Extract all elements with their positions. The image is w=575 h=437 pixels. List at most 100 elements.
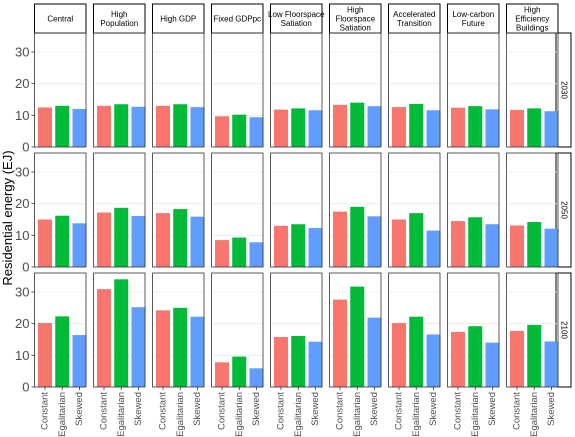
facet-row-strip-box <box>555 32 572 148</box>
x-tick-label: Skewed <box>74 392 85 426</box>
facet-row-strip-label: 2030 <box>559 81 568 99</box>
x-tick-label: Skewed <box>251 392 262 426</box>
facet-strip-box <box>388 3 441 34</box>
bar-skewed <box>72 223 87 267</box>
facet-strip-label: High GDP <box>160 15 196 24</box>
facet-strip-label: Transition <box>397 19 432 28</box>
panel-border <box>329 152 382 268</box>
bar-egalitarian <box>291 336 306 387</box>
bar-egalitarian <box>114 207 129 267</box>
y-tick-label: 20 <box>15 76 29 91</box>
panel-border <box>447 32 500 148</box>
bar-egalitarian <box>350 286 365 387</box>
panel-border <box>388 272 441 388</box>
panel-border <box>388 32 441 148</box>
bar-constant <box>451 221 465 267</box>
x-tick-label: Egalitarian <box>116 392 127 437</box>
facet-row-strip-box <box>555 272 572 388</box>
bar-constant <box>97 105 111 147</box>
bar-egalitarian <box>527 222 542 267</box>
bar-egalitarian <box>409 103 424 147</box>
facet-strip-box <box>506 3 559 34</box>
x-axis: Constant Egalitarian Skewed Constant Egalita… <box>40 387 557 437</box>
panel-border <box>447 152 500 268</box>
x-tick-label: Egalitarian <box>529 392 540 437</box>
x-tick-label: Constant <box>99 392 110 430</box>
bar-constant <box>392 107 406 147</box>
panel-border <box>270 272 323 388</box>
bar-constant <box>274 225 288 267</box>
panel-border <box>506 32 559 148</box>
bar-constant <box>38 219 52 267</box>
bar-skewed <box>544 228 559 267</box>
bar-egalitarian <box>291 224 306 267</box>
bar-egalitarian <box>350 206 365 267</box>
facet-row-strip-label: 2050 <box>559 201 568 219</box>
x-tick-label: Skewed <box>487 392 498 426</box>
bar-skewed <box>249 117 264 147</box>
panel-border <box>329 32 382 148</box>
facet-strip-label: High <box>524 6 540 15</box>
facet-strip-label: Central <box>47 15 73 24</box>
bar-egalitarian <box>173 209 188 267</box>
bar-skewed <box>426 110 441 147</box>
bar-skewed <box>308 341 323 387</box>
panel-border <box>93 272 146 388</box>
panel-border <box>93 152 146 268</box>
bar-egalitarian <box>468 326 483 387</box>
bar-skewed <box>131 307 146 387</box>
bar-constant <box>451 107 465 147</box>
facet-strip-box <box>34 3 87 34</box>
y-tick-label: 0 <box>22 380 29 395</box>
y-tick-label: 20 <box>15 196 29 211</box>
facet-strip-label: Floorspace <box>335 15 375 24</box>
bar-egalitarian <box>232 114 247 147</box>
bar-constant <box>510 225 524 267</box>
bar-egalitarian <box>350 102 365 147</box>
bar-skewed <box>485 224 500 267</box>
bar-egalitarian <box>114 279 129 387</box>
bar-constant <box>451 331 465 387</box>
facet-strip-label: Low Floorspace <box>268 10 325 19</box>
bar-skewed <box>131 216 146 267</box>
bar-egalitarian <box>55 316 70 387</box>
bar-skewed <box>249 368 264 387</box>
x-tick-label: Constant <box>512 392 523 430</box>
panel-border <box>506 152 559 268</box>
bar-constant <box>215 116 229 147</box>
x-tick-label: Skewed <box>192 392 203 426</box>
panel-border <box>506 272 559 388</box>
bar-skewed <box>544 341 559 387</box>
facet-strip-label: High <box>347 6 363 15</box>
facet-panels <box>34 32 559 388</box>
bar-skewed <box>485 109 500 147</box>
bar-egalitarian <box>527 324 542 387</box>
bar-constant <box>215 362 229 387</box>
panel-border <box>211 32 264 148</box>
bar-constant <box>156 310 170 387</box>
facet-strip-label: Population <box>100 19 138 28</box>
bar-skewed <box>249 242 264 267</box>
bar-constant <box>156 213 170 267</box>
y-axis: 0 10 20 30 0 10 20 30 0 10 20 30 <box>15 45 35 395</box>
x-tick-label: Constant <box>335 392 346 430</box>
panel-border <box>152 152 205 268</box>
facet-row-strips: 2030 2050 2100 <box>555 32 572 388</box>
facet-strip-label: Accelerated <box>393 10 435 19</box>
facet-strip-box <box>93 3 146 34</box>
x-tick-label: Egalitarian <box>175 392 186 437</box>
bar-skewed <box>426 334 441 387</box>
panel-border <box>34 152 87 268</box>
x-tick-label: Constant <box>40 392 51 430</box>
bar-constant <box>333 299 347 387</box>
bar-egalitarian <box>409 213 424 267</box>
facet-strip-label: Low-carbon <box>452 10 494 19</box>
bar-constant <box>215 240 229 267</box>
bar-skewed <box>367 317 382 387</box>
y-tick-label: 30 <box>15 45 29 60</box>
facet-row-strip-box <box>555 152 572 268</box>
bar-egalitarian <box>468 217 483 267</box>
bar-egalitarian <box>55 105 70 147</box>
y-tick-label: 30 <box>15 285 29 300</box>
